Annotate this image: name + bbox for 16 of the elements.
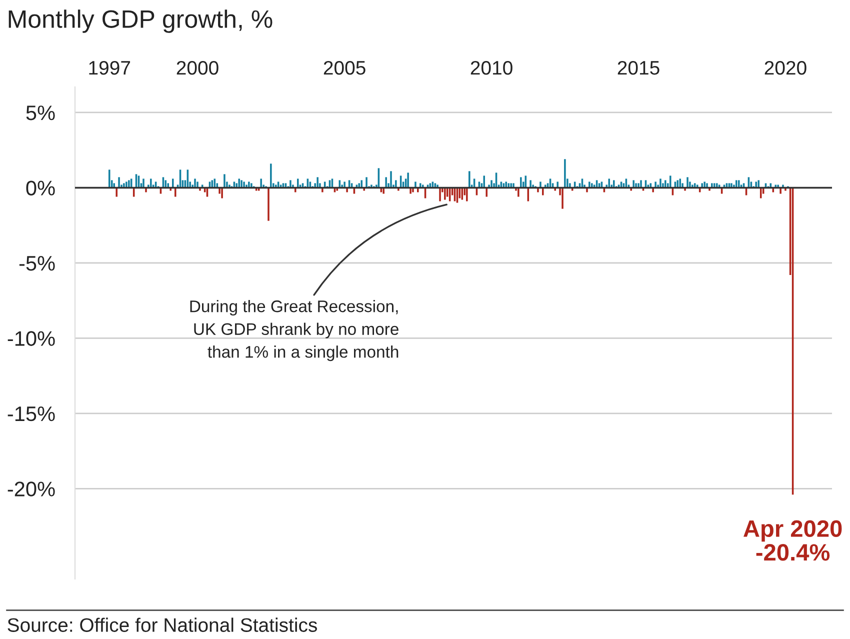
x-tick-label: 2005 — [324, 60, 366, 75]
y-tick-label: -20% — [8, 482, 55, 496]
source-note: Source: Office for National Statistics — [8, 618, 317, 632]
y-tick-label: 5% — [26, 106, 55, 120]
y-tick-label: -15% — [8, 406, 55, 422]
y-tick-label: 0% — [26, 180, 55, 196]
annotation: During the Great Recession, UK GDP shrank by no more than 1% in a single month — [190, 300, 398, 362]
chart-title: Monthly GDP growth, % — [8, 10, 272, 33]
x-tick-label: 2015 — [618, 60, 660, 75]
x-tick-label: 2010 — [470, 60, 512, 75]
x-tick-label: 2000 — [176, 60, 218, 75]
x-tick-label: 1997 — [89, 60, 130, 75]
y-tick-label: -5% — [19, 256, 55, 271]
x-tick-label: 2020 — [764, 60, 806, 75]
annotation: Apr 2020 -20.4% — [744, 520, 842, 561]
y-tick-label: -10% — [8, 331, 55, 346]
